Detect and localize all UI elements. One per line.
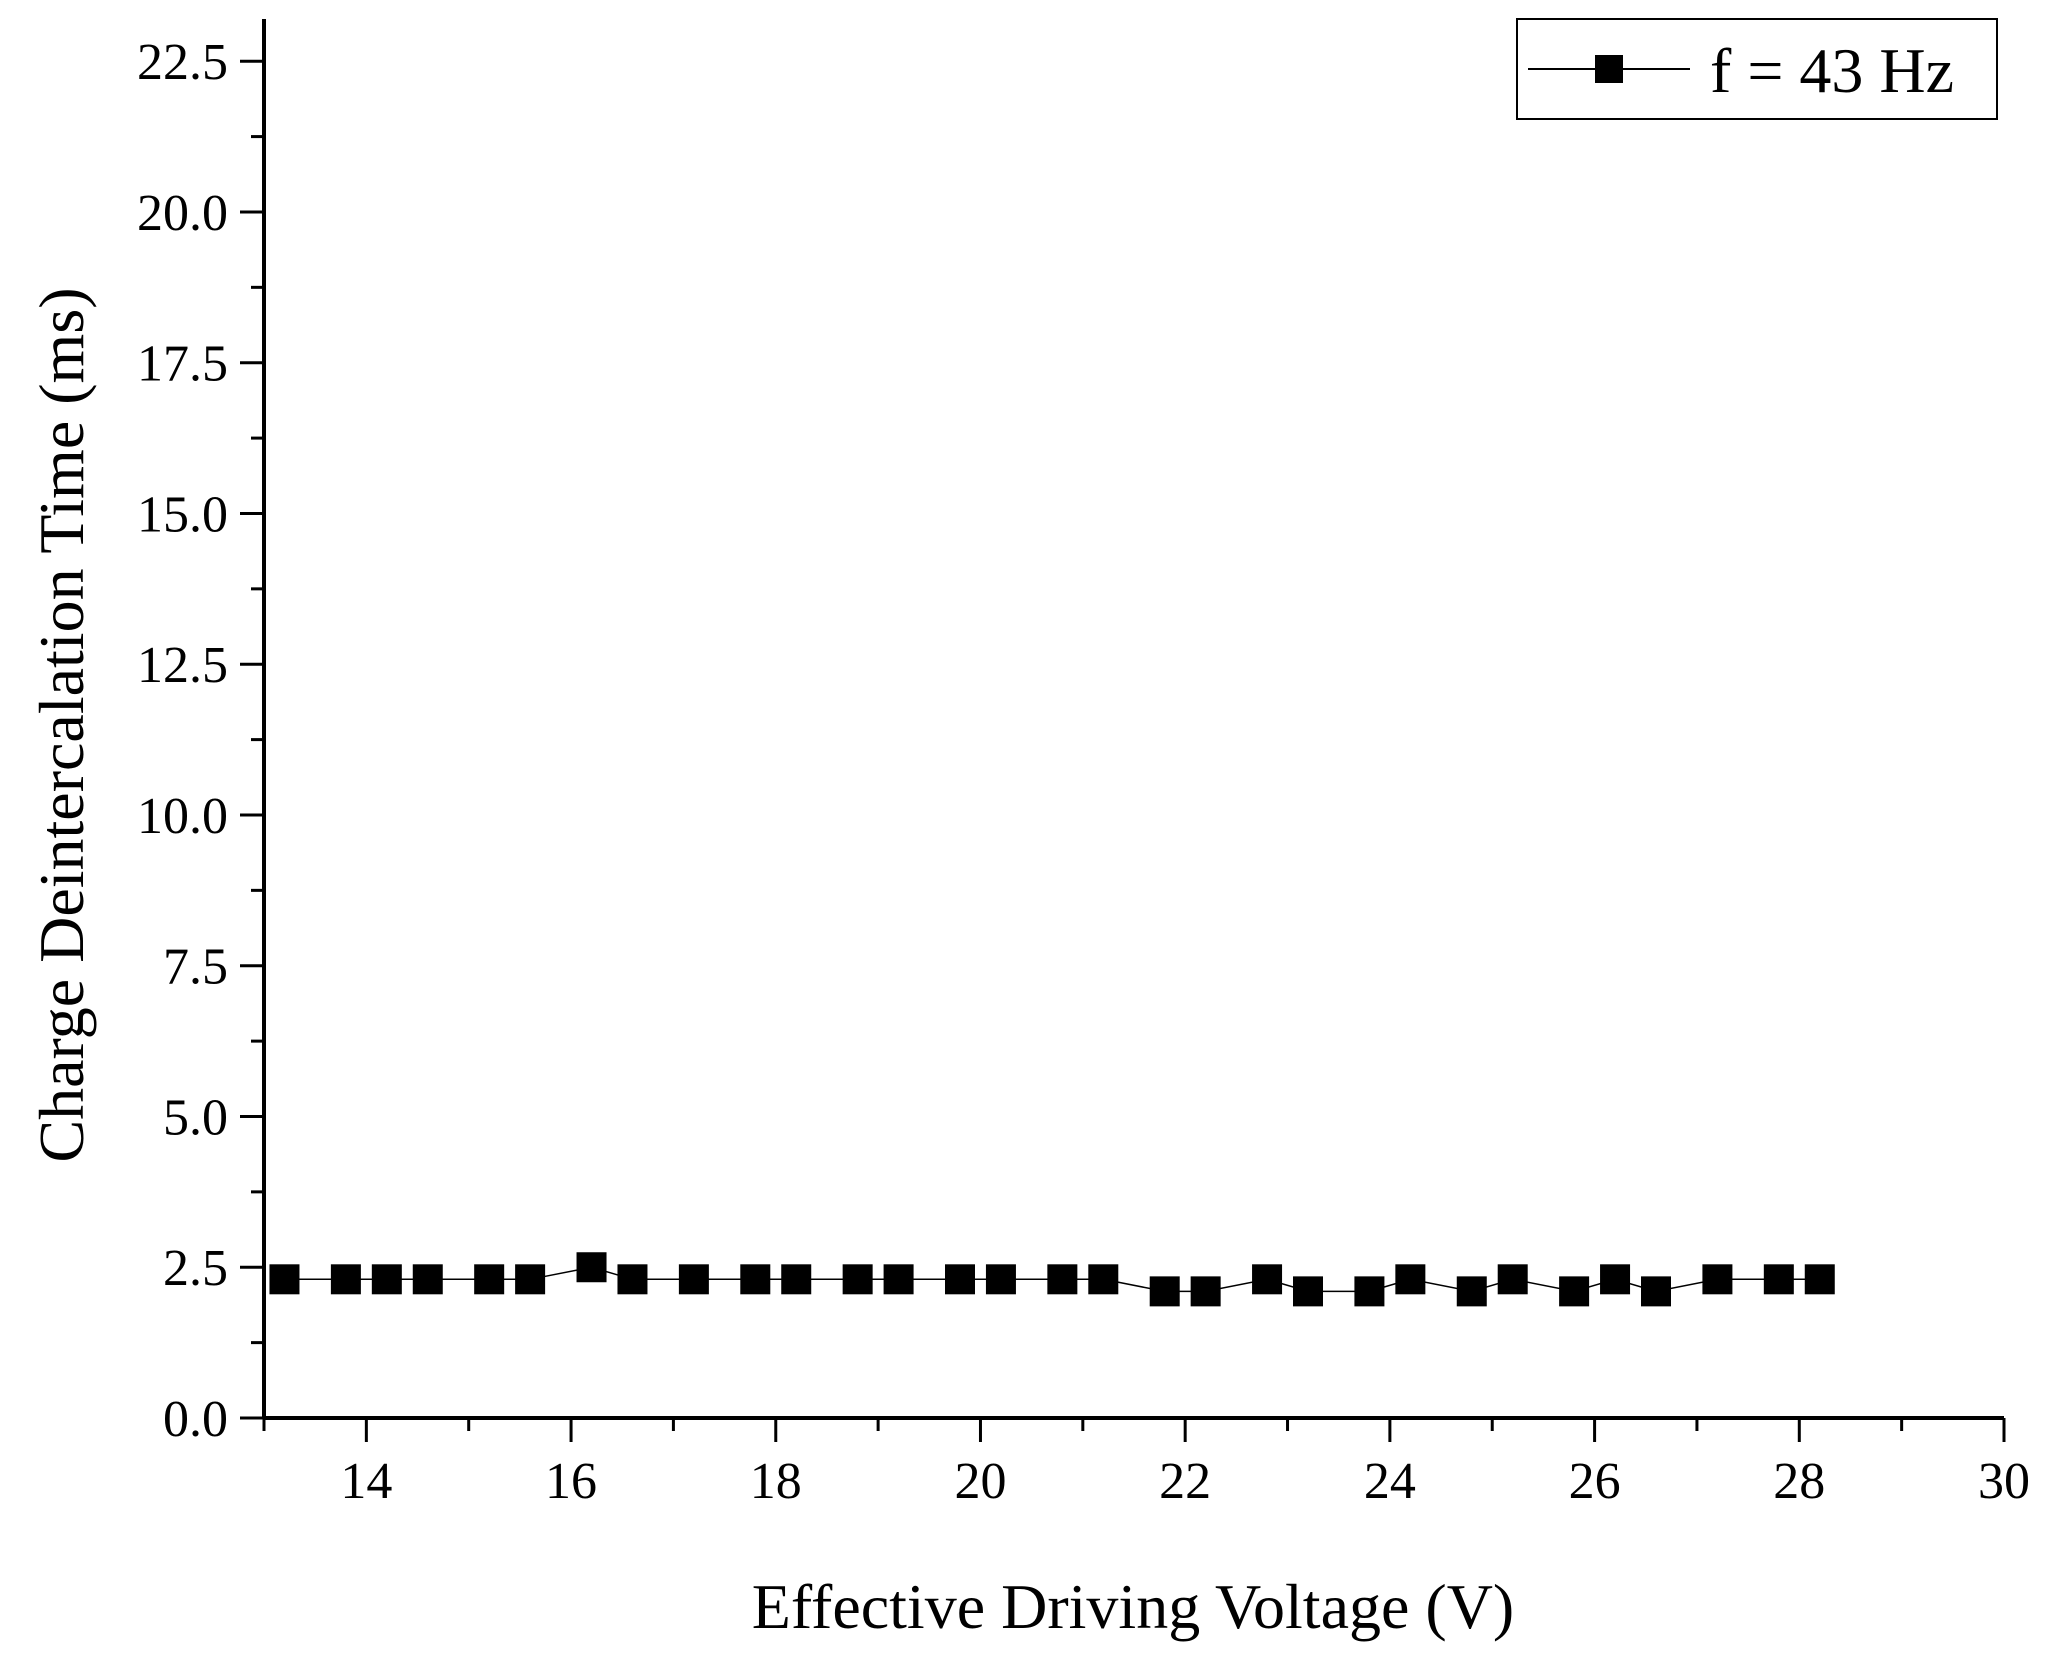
data-point (1293, 1276, 1323, 1307)
data-point (740, 1264, 771, 1295)
data-point (474, 1264, 505, 1295)
data-point (1252, 1264, 1283, 1295)
y-tick-label: 7.5 (163, 939, 228, 996)
axes: 0.0 2.5 5.0 7.5 10.0 12.5 15.0 17.5 20.0 22.5 14 16… (137, 19, 2030, 1510)
y-tick-label: 15.0 (137, 486, 228, 543)
x-tick-label: 22 (1159, 1453, 1211, 1510)
y-tick-label: 20.0 (137, 185, 228, 242)
data-point (1641, 1276, 1671, 1307)
x-tick-label: 24 (1364, 1453, 1416, 1510)
x-tick-label: 14 (340, 1453, 392, 1510)
data-point (371, 1264, 402, 1295)
data-point (945, 1264, 975, 1295)
x-tick-label: 28 (1773, 1453, 1825, 1510)
data-point (1763, 1264, 1794, 1295)
data-point (576, 1252, 607, 1283)
data-point (883, 1264, 914, 1295)
data-point (1456, 1276, 1487, 1307)
series-layer (269, 1252, 1835, 1307)
data-point (412, 1264, 443, 1295)
data-point (1804, 1264, 1835, 1295)
data-point (678, 1264, 709, 1295)
y-tick-label: 10.0 (137, 788, 228, 845)
data-point (1600, 1264, 1631, 1295)
data-point (781, 1264, 812, 1295)
data-point (985, 1264, 1016, 1295)
data-point (515, 1264, 546, 1295)
legend: f = 43 Hz (1516, 18, 1998, 120)
data-point (1149, 1276, 1180, 1307)
y-tick-label: 2.5 (163, 1240, 228, 1297)
data-point (1702, 1264, 1733, 1295)
data-point (1354, 1276, 1385, 1307)
data-point (1559, 1276, 1590, 1307)
x-tick-label: 18 (750, 1453, 802, 1510)
y-tick-label: 5.0 (163, 1089, 228, 1146)
legend-marker (1595, 55, 1623, 83)
y-tick-label: 12.5 (137, 637, 228, 694)
x-tick-label: 16 (545, 1453, 597, 1510)
data-point (330, 1264, 361, 1295)
x-tick-label: 20 (954, 1453, 1006, 1510)
x-axis-title: Effective Driving Voltage (V) (752, 1571, 1514, 1642)
data-point (1497, 1264, 1528, 1295)
y-tick-label: 0.0 (163, 1391, 228, 1448)
data-point (269, 1264, 300, 1295)
legend-label: f = 43 Hz (1710, 35, 1954, 106)
data-point (617, 1264, 648, 1295)
data-point (1088, 1264, 1119, 1295)
x-tick-label: 30 (1978, 1453, 2030, 1510)
data-point (1047, 1264, 1078, 1295)
data-point (1395, 1264, 1426, 1295)
y-tick-label: 17.5 (137, 336, 228, 393)
data-point (842, 1264, 873, 1295)
y-tick-label: 22.5 (137, 34, 228, 91)
x-tick-label: 26 (1569, 1453, 1621, 1510)
data-point (1190, 1276, 1221, 1307)
y-axis-title: Charge Deintercalation Time (ms) (26, 287, 97, 1162)
